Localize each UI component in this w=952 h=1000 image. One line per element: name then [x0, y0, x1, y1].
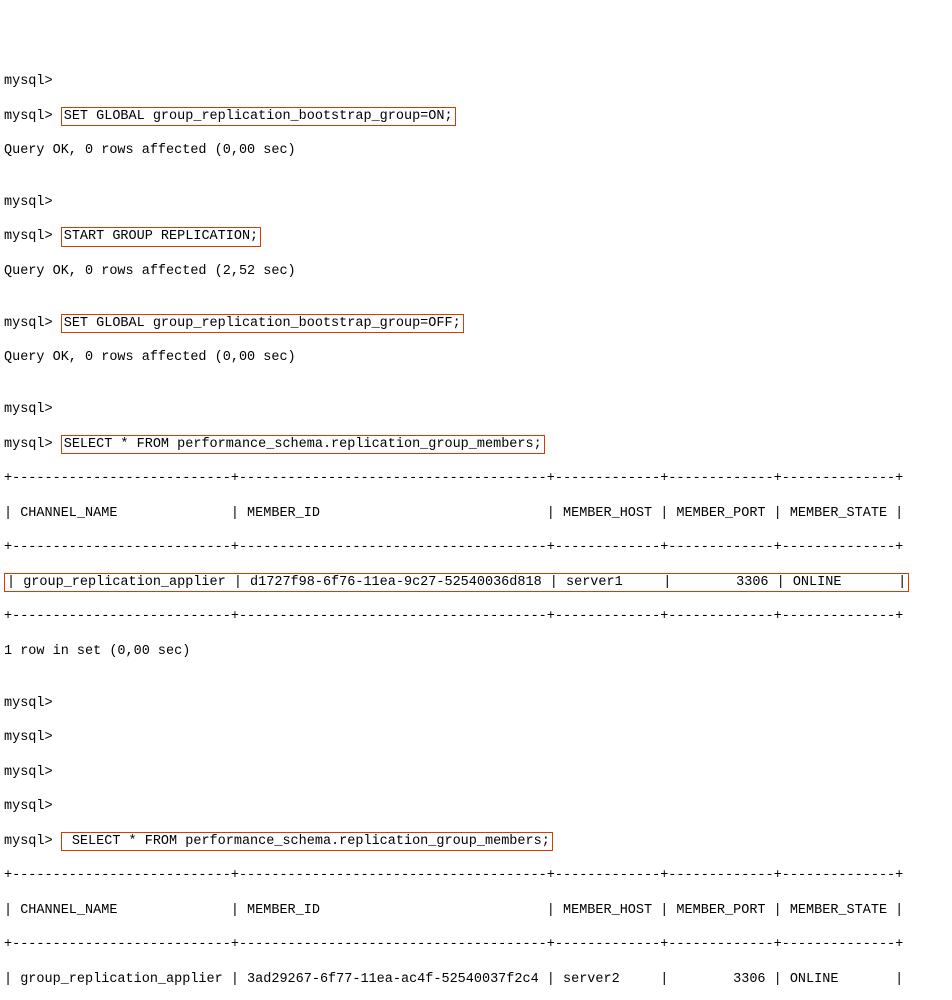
prompt: mysql>	[4, 834, 61, 849]
command-set-bootstrap-off: SET GLOBAL group_replication_bootstrap_g…	[61, 314, 464, 333]
prompt: mysql>	[4, 696, 53, 711]
table-row: | group_replication_applier | 3ad29267-6…	[4, 971, 948, 988]
prompt: mysql>	[4, 765, 53, 780]
command-start-group-replication: START GROUP REPLICATION;	[61, 227, 261, 246]
rowcount: 1 row in set (0,00 sec)	[4, 643, 948, 660]
prompt: mysql>	[4, 402, 53, 417]
table-separator: +---------------------------+-----------…	[4, 936, 948, 953]
table-separator: +---------------------------+-----------…	[4, 539, 948, 556]
prompt: mysql>	[4, 799, 53, 814]
table-separator: +---------------------------+-----------…	[4, 867, 948, 884]
query-result: Query OK, 0 rows affected (2,52 sec)	[4, 263, 948, 280]
prompt: mysql>	[4, 195, 53, 210]
command-select-members-1: SELECT * FROM performance_schema.replica…	[61, 435, 545, 454]
table-header: | CHANNEL_NAME | MEMBER_ID | MEMBER_HOST…	[4, 902, 948, 919]
prompt: mysql>	[4, 74, 53, 89]
prompt: mysql>	[4, 109, 61, 124]
table-separator: +---------------------------+-----------…	[4, 608, 948, 625]
prompt: mysql>	[4, 437, 61, 452]
command-set-bootstrap-on: SET GLOBAL group_replication_bootstrap_g…	[61, 107, 456, 126]
table-row-highlighted: | group_replication_applier | d1727f98-6…	[4, 573, 909, 592]
prompt: mysql>	[4, 730, 53, 745]
prompt: mysql>	[4, 316, 61, 331]
prompt: mysql>	[4, 229, 61, 244]
table-separator: +---------------------------+-----------…	[4, 470, 948, 487]
table-header: | CHANNEL_NAME | MEMBER_ID | MEMBER_HOST…	[4, 505, 948, 522]
query-result: Query OK, 0 rows affected (0,00 sec)	[4, 349, 948, 366]
command-select-members-2: SELECT * FROM performance_schema.replica…	[61, 832, 553, 851]
query-result: Query OK, 0 rows affected (0,00 sec)	[4, 142, 948, 159]
